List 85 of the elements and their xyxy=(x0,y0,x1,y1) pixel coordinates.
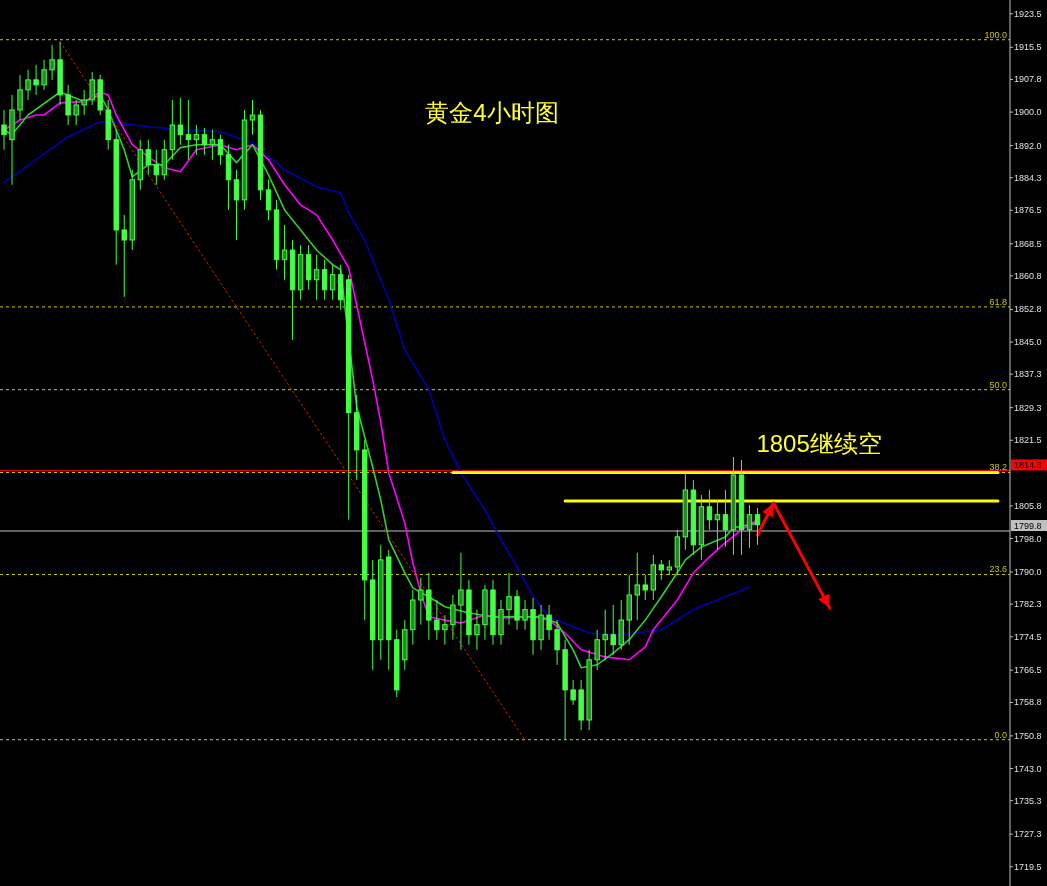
candlestick xyxy=(450,594,456,641)
candlestick xyxy=(177,97,184,146)
annotation: 38.2 xyxy=(989,462,1007,473)
candlestick xyxy=(546,604,552,641)
candlestick xyxy=(281,224,288,281)
y-tick-label: 1821.5 xyxy=(1014,435,1042,446)
candlestick xyxy=(89,71,95,106)
y-tick-label: 1766.5 xyxy=(1014,665,1042,676)
y-tick-label: 1805.8 xyxy=(1014,500,1042,511)
candlestick xyxy=(754,507,761,546)
candlestick xyxy=(602,609,608,661)
candlestick xyxy=(209,129,216,161)
candlestick xyxy=(121,214,127,298)
candlestick xyxy=(329,264,336,301)
candlestick xyxy=(714,499,721,551)
y-tick-label: 1774.5 xyxy=(1014,631,1042,642)
candlestick xyxy=(610,604,616,656)
y-tick-label: 1719.5 xyxy=(1014,861,1042,872)
candlestick xyxy=(321,259,328,301)
y-tick-label: 1782.3 xyxy=(1014,599,1042,610)
y-tick-label: 1735.3 xyxy=(1014,795,1042,806)
ref-line-label: 1799.8 xyxy=(1014,520,1042,531)
candlestick xyxy=(217,134,224,166)
candlestick xyxy=(185,99,192,161)
candlestick xyxy=(442,614,448,646)
y-tick-label: 1837.3 xyxy=(1014,369,1042,380)
y-tick-label: 1876.5 xyxy=(1014,205,1042,216)
candlestick xyxy=(554,619,560,666)
ref-line-label: 1814.3 xyxy=(1014,459,1042,470)
y-tick-label: 1829.3 xyxy=(1014,402,1042,413)
candlestick xyxy=(249,99,256,136)
candlestick xyxy=(522,599,528,631)
y-tick-label: 1915.5 xyxy=(1014,42,1042,53)
candlestick xyxy=(594,629,600,671)
candlestick xyxy=(722,489,729,548)
y-tick-label: 1868.5 xyxy=(1014,238,1042,249)
candlestick xyxy=(658,559,665,581)
y-tick-label: 1845.0 xyxy=(1014,337,1042,348)
y-tick-label: 1892.0 xyxy=(1014,140,1042,151)
candlestick xyxy=(746,504,753,549)
candlestick xyxy=(570,679,576,706)
candlestick xyxy=(65,84,71,126)
candlestick xyxy=(458,552,464,651)
candlestick xyxy=(73,99,79,126)
y-tick-label: 1907.8 xyxy=(1014,74,1042,85)
candlestick xyxy=(265,179,272,221)
y-tick-label: 1790.0 xyxy=(1014,566,1042,577)
candlestick xyxy=(634,552,640,621)
y-tick-label: 1884.3 xyxy=(1014,172,1042,183)
candlestick xyxy=(145,139,151,176)
candlestick xyxy=(41,59,47,91)
annotation: 50.0 xyxy=(989,379,1007,390)
candlestick xyxy=(474,609,480,651)
candlestick xyxy=(434,599,440,641)
candlestick xyxy=(1,109,7,151)
y-tick-label: 1743.0 xyxy=(1014,763,1042,774)
y-tick-label: 1798.0 xyxy=(1014,533,1042,544)
candlestick xyxy=(706,489,713,531)
candlestick xyxy=(17,74,23,121)
annotation: 1805继续空 xyxy=(756,430,882,457)
y-tick-label: 1758.8 xyxy=(1014,697,1042,708)
y-tick-label: 1852.8 xyxy=(1014,304,1042,315)
y-tick-label: 1860.8 xyxy=(1014,270,1042,281)
candlestick xyxy=(193,124,200,156)
text: 黄金4小时图 xyxy=(425,99,559,126)
candlestick xyxy=(233,169,240,241)
candlestick xyxy=(153,149,160,186)
annotation: 100.0 xyxy=(984,29,1007,40)
candlestick xyxy=(418,577,424,626)
candlestick xyxy=(81,89,87,116)
y-tick-label: 1923.5 xyxy=(1014,8,1042,19)
candlestick xyxy=(506,572,512,626)
y-tick-label: 1900.0 xyxy=(1014,107,1042,118)
candlestick xyxy=(201,127,208,156)
candlestick xyxy=(514,589,520,631)
annotation: 23.6 xyxy=(989,564,1007,575)
y-tick-label: 1750.8 xyxy=(1014,730,1042,741)
y-tick-label: 1727.3 xyxy=(1014,829,1042,840)
annotation: 61.8 xyxy=(989,296,1007,307)
annotation: 0.0 xyxy=(994,729,1007,740)
candlestick xyxy=(25,69,31,101)
candlestick xyxy=(313,254,320,301)
candlestick xyxy=(49,44,55,81)
candlestick xyxy=(642,574,648,601)
candlestick xyxy=(33,64,39,96)
